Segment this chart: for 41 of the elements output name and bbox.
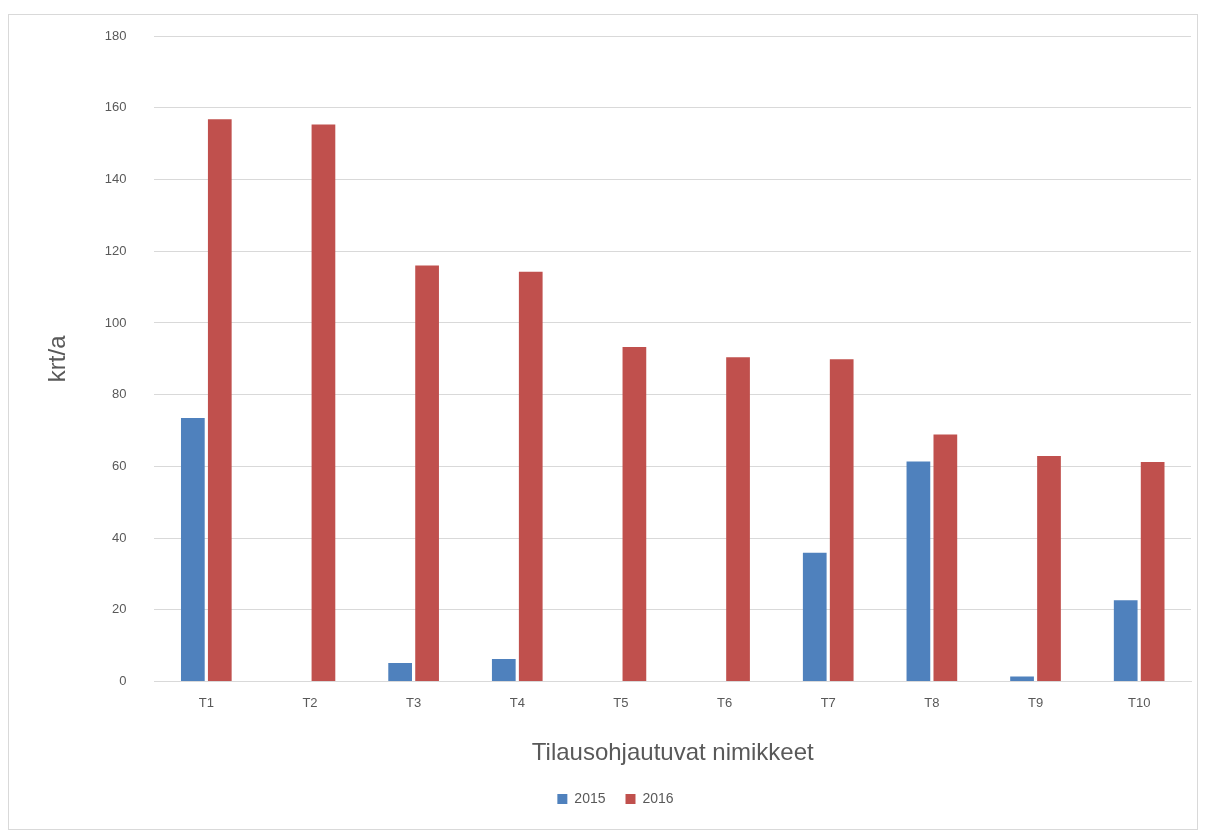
y-tick-label: 160 — [104, 99, 127, 115]
bar — [1037, 456, 1061, 682]
bar — [491, 659, 516, 682]
x-axis-title: Tilausohjautuvat nimikkeet — [531, 738, 815, 766]
bar — [1010, 676, 1034, 682]
x-tick-label: T5 — [613, 694, 629, 710]
bar — [829, 359, 854, 682]
legend-label: 2016 — [642, 789, 674, 806]
x-tick-label: T10 — [1127, 694, 1151, 710]
y-tick-label: 180 — [104, 27, 127, 43]
bar — [933, 434, 958, 682]
bar — [207, 119, 232, 682]
legend-label: 2015 — [574, 789, 606, 806]
bar — [180, 417, 205, 682]
bar — [726, 357, 750, 682]
bar — [388, 662, 412, 682]
x-tick-label: T9 — [1027, 694, 1044, 710]
x-tick-label: T6 — [716, 694, 733, 710]
bar — [906, 461, 931, 682]
y-tick-label: 20 — [112, 601, 127, 617]
bar — [311, 124, 336, 682]
bar — [1140, 462, 1165, 682]
y-tick-label: 60 — [112, 457, 127, 473]
x-tick-label: T7 — [820, 694, 836, 710]
x-tick-label: T8 — [924, 694, 940, 710]
bar — [415, 265, 439, 682]
x-tick-label: T4 — [509, 694, 525, 710]
bar — [1113, 600, 1138, 682]
x-tick-label: T2 — [302, 694, 318, 710]
bar — [622, 346, 647, 682]
y-tick-label: 100 — [104, 314, 127, 330]
y-tick-label: 0 — [119, 673, 127, 689]
y-tick-label: 40 — [112, 529, 127, 545]
y-tick-label: 120 — [104, 242, 127, 258]
y-tick-label: 140 — [104, 171, 127, 187]
bar — [802, 552, 827, 682]
bar — [518, 271, 543, 682]
y-tick-label: 80 — [112, 386, 127, 402]
y-axis-title: krt/a — [43, 334, 71, 383]
x-tick-label: T3 — [406, 694, 422, 710]
x-tick-label: T1 — [198, 694, 214, 710]
